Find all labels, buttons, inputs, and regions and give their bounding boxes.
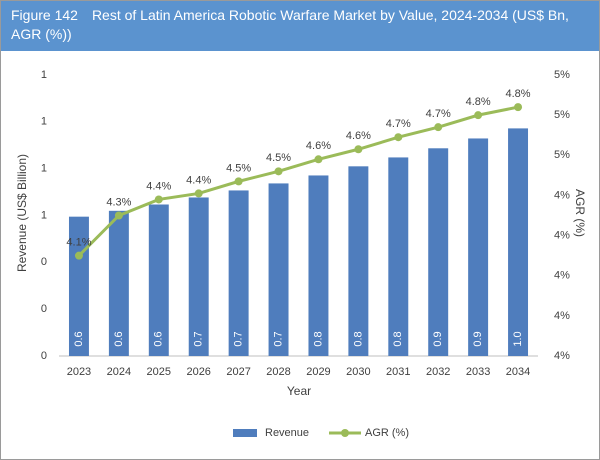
line-marker [74, 251, 83, 260]
line [77, 105, 519, 257]
x-tick-label: 2028 [266, 366, 290, 378]
figure-label: Figure 142 [11, 7, 78, 23]
bar-value-label: 0.6 [153, 331, 165, 346]
line-value-label: 4.8% [466, 96, 491, 108]
bar-value-label: 0.7 [193, 331, 205, 346]
x-tick-label: 2027 [226, 366, 250, 378]
bar [108, 210, 129, 356]
bar-value-label: 0.7 [272, 331, 284, 346]
y2-tick-label: 4% [554, 229, 570, 241]
x-tick-label: 2031 [386, 366, 410, 378]
line-marker [194, 189, 203, 198]
bar-value-label: 0.7 [233, 331, 245, 346]
bar-value-label: 0.9 [432, 331, 444, 346]
line-marker [514, 103, 523, 112]
y-tick-label: 1 [41, 163, 47, 175]
bar-value-label: 0.8 [312, 331, 324, 346]
x-tick-label: 2024 [107, 366, 131, 378]
line-value-label: 4.6% [346, 130, 371, 142]
line-marker [354, 145, 363, 154]
y2-tick-label: 4% [554, 270, 570, 282]
x-tick-label: 2034 [506, 366, 530, 378]
x-tick-label: 2023 [67, 366, 91, 378]
y-tick-label: 0 [41, 256, 47, 268]
y2-tick-label: 4% [554, 189, 570, 201]
line-value-label: 4.7% [426, 108, 451, 120]
y-tick-label: 1 [41, 69, 47, 81]
legend-label: Revenue [265, 427, 309, 439]
chart-title: Rest of Latin America Robotic Warfare Ma… [11, 7, 569, 42]
bar-value-label: 0.8 [352, 331, 364, 346]
legend-swatch [233, 429, 257, 437]
line-value-label: 4.4% [146, 180, 171, 192]
line-value-label: 4.5% [266, 152, 291, 164]
x-axis-title: Year [287, 384, 311, 398]
y2-tick-label: 5% [554, 149, 570, 161]
bar [308, 175, 329, 356]
bar [188, 197, 209, 356]
line-value-label: 4.7% [386, 118, 411, 130]
line-marker [314, 155, 323, 164]
line-value-label: 4.4% [186, 174, 211, 186]
x-tick-label: 2032 [426, 366, 450, 378]
y-tick-label: 1 [41, 209, 47, 221]
bar [228, 190, 249, 356]
x-tick-label: 2033 [466, 366, 490, 378]
bar [468, 138, 489, 356]
line-value-label: 4.5% [226, 162, 251, 174]
x-tick-label: 2029 [306, 366, 330, 378]
y2-tick-label: 5% [554, 69, 570, 81]
line-value-label: 4.1% [66, 237, 91, 249]
bar-value-label: 0.9 [472, 331, 484, 346]
y-tick-label: 0 [41, 350, 47, 362]
y-tick-label: 1 [41, 116, 47, 128]
legend-label: AGR (%) [365, 427, 409, 439]
line-marker [434, 123, 443, 132]
line-value-label: 4.3% [106, 196, 131, 208]
line-marker [114, 211, 123, 220]
bar-value-label: 0.8 [392, 331, 404, 346]
x-tick-label: 2025 [147, 366, 171, 378]
bar [348, 166, 369, 356]
bar-value-label: 0.6 [113, 331, 125, 346]
bar-value-label: 0.6 [73, 331, 85, 346]
line-marker [474, 111, 483, 120]
y2-tick-label: 4% [554, 310, 570, 322]
line-marker [154, 195, 163, 204]
line-marker [274, 167, 283, 176]
y2-tick-label: 5% [554, 109, 570, 121]
bar-value-label: 1.0 [512, 331, 524, 346]
line-value-label: 4.6% [306, 140, 331, 152]
y2-axis-title: AGR (%) [573, 189, 587, 237]
bar [428, 148, 449, 356]
bar [148, 204, 169, 356]
header: Figure 142 Rest of Latin America Robotic … [1, 1, 599, 51]
y-tick-label: 0 [41, 303, 47, 315]
line-marker [234, 177, 243, 186]
x-tick-label: 2026 [186, 366, 210, 378]
y-axis-title: Revenue (US$ Billion) [15, 154, 29, 272]
bar [388, 157, 409, 356]
line-value-label: 4.8% [506, 88, 531, 100]
y2-tick-label: 4% [554, 350, 570, 362]
line-marker [394, 133, 403, 142]
bar [268, 183, 289, 356]
x-tick-label: 2030 [346, 366, 370, 378]
legend-swatch [341, 429, 349, 437]
bar [508, 128, 529, 356]
